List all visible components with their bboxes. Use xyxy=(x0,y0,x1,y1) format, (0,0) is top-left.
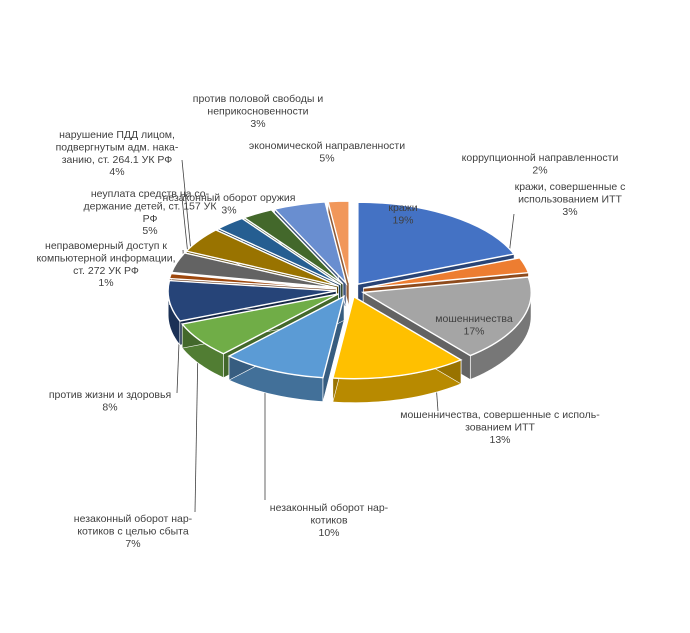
data-label-text: подвергнутым адм. нака- xyxy=(56,141,179,153)
slice-14 xyxy=(327,200,350,284)
data-label-text: мошенничества xyxy=(435,313,513,325)
slice-5 xyxy=(227,294,346,379)
data-label-text: РФ xyxy=(143,213,158,225)
slice-7 xyxy=(167,279,337,322)
slice-tops xyxy=(167,200,532,380)
data-label-2: кражи, совершенные с использованием ИТТ 3% xyxy=(515,181,626,218)
slice-2 xyxy=(363,257,530,289)
data-label-11: незаконный оборот оружия 3% xyxy=(163,192,296,216)
data-label-percent: 5% xyxy=(319,152,334,164)
data-label-text: коррупционной направленности xyxy=(462,152,619,164)
leader-line-9 xyxy=(181,159,193,263)
data-label-text: котиков с целью сбыта xyxy=(77,525,188,537)
data-label-text: неприкосновенности xyxy=(207,105,308,117)
data-label-text: кражи, совершенные с xyxy=(515,181,626,193)
data-label-percent: 3% xyxy=(562,206,577,218)
data-label-text: против половой свободы и xyxy=(193,93,324,105)
data-label-9: нарушение ПДД лицом, подвергнутым адм. на… xyxy=(56,129,179,178)
data-label-3: мошенничества 17% xyxy=(435,313,513,337)
slice-13 xyxy=(273,201,348,286)
data-label-text: против жизни и здоровья xyxy=(49,389,171,401)
data-label-percent: 19% xyxy=(392,214,413,226)
slice-11 xyxy=(216,217,342,286)
data-label-percent: 8% xyxy=(102,401,117,413)
data-label-percent: 3% xyxy=(250,118,265,130)
data-label-percent: 4% xyxy=(109,166,124,178)
data-label-text: использованием ИТТ xyxy=(518,193,622,205)
data-label-text: мошенничества, совершенные с исполь- xyxy=(400,409,600,421)
slice-9 xyxy=(170,252,337,289)
data-label-text: занию, ст. 264.1 УК РФ xyxy=(62,154,173,166)
data-label-text: ст. 272 УК РФ xyxy=(73,265,139,277)
data-label-14: коррупционной направленности 2% xyxy=(462,152,619,176)
slice-8 xyxy=(168,272,337,290)
slice-3 xyxy=(360,276,532,357)
data-label-8: неправомерный доступ к компьютерной инфор… xyxy=(36,240,175,289)
data-label-text: незаконный оборот нар- xyxy=(74,513,193,525)
data-label-percent: 5% xyxy=(142,225,157,237)
data-label-5: незаконный оборот нар-котиков 10% xyxy=(270,502,389,539)
data-label-12: против половой свободы и неприкосновеннос… xyxy=(193,93,324,130)
data-label-text: экономической направленности xyxy=(249,140,405,152)
slice-6 xyxy=(180,293,339,355)
data-label-text: нарушение ПДД лицом, xyxy=(59,129,175,141)
data-label-text: незаконный оборот оружия xyxy=(163,192,296,204)
data-label-percent: 10% xyxy=(318,527,339,539)
data-label-percent: 17% xyxy=(463,325,484,337)
data-label-text: неуплата средств на со- xyxy=(91,188,210,200)
data-label-10: неуплата средств на со-держание детей, с… xyxy=(84,188,218,237)
data-label-text: кражи xyxy=(388,202,417,214)
slice-4 xyxy=(331,295,463,380)
data-label-text: незаконный оборот нар- xyxy=(270,502,389,514)
data-label-percent: 3% xyxy=(221,204,236,216)
data-label-text: держание детей, ст. 157 УК xyxy=(84,200,218,212)
slice-1 xyxy=(357,201,516,286)
data-label-text: неправомерный доступ к xyxy=(45,240,167,252)
data-label-4: мошенничества, совершенные с исполь-зова… xyxy=(400,409,600,446)
data-label-percent: 7% xyxy=(125,538,140,550)
data-labels: кражи 19% кражи, совершенные с использовани… xyxy=(36,93,625,550)
data-label-text: компьютерной информации, xyxy=(36,252,175,264)
slice-10 xyxy=(185,229,339,287)
leader-line-10 xyxy=(181,197,189,256)
data-label-text: зованием ИТТ xyxy=(465,421,535,433)
slice-12 xyxy=(242,209,344,285)
data-label-7: против жизни и здоровья 8% xyxy=(49,389,171,413)
data-label-percent: 2% xyxy=(532,164,547,176)
data-label-1: кражи 19% xyxy=(388,202,417,226)
leader-line-6 xyxy=(194,344,199,513)
data-label-text: котиков xyxy=(310,514,348,526)
data-label-percent: 13% xyxy=(489,434,510,446)
data-label-percent: 1% xyxy=(98,277,113,289)
data-label-6: незаконный оборот нар-котиков с целью сб… xyxy=(74,513,193,550)
data-label-13: экономической направленности 5% xyxy=(249,140,405,164)
